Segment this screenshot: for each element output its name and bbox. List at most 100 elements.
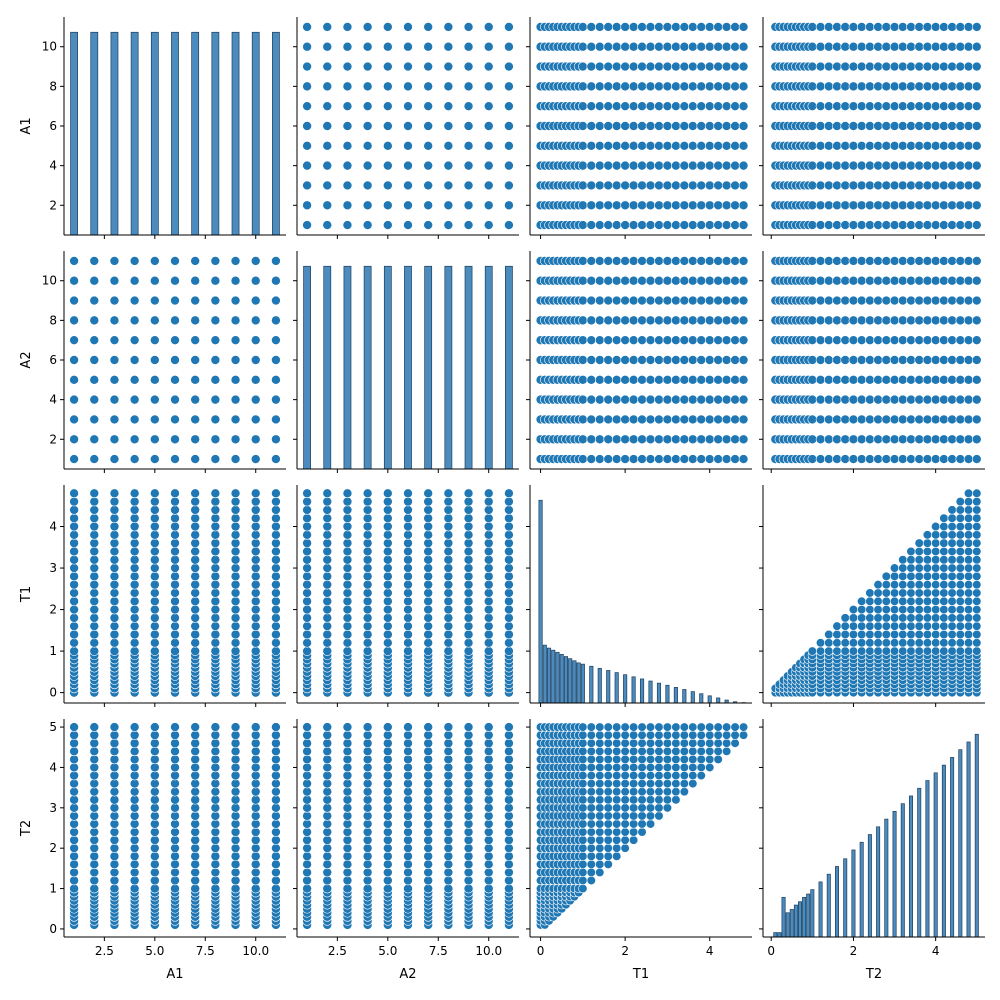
scatter-point <box>463 579 474 590</box>
scatter-point <box>190 637 200 648</box>
scatter-point <box>687 414 698 425</box>
scatter-point <box>210 521 221 532</box>
scatter-point <box>922 580 933 590</box>
scatter-point <box>865 596 875 606</box>
scatter-point <box>190 778 200 789</box>
scatter-point <box>881 454 892 464</box>
scatter-point <box>69 754 79 765</box>
scatter-point <box>322 859 333 870</box>
scatter-point <box>403 220 413 230</box>
scatter-point <box>963 546 974 557</box>
scatter-point <box>611 41 622 52</box>
scatter-point <box>383 786 393 797</box>
scatter-point <box>889 621 900 631</box>
scatter-point <box>873 41 883 52</box>
scatter-point <box>89 394 100 405</box>
scatter-point <box>271 730 281 740</box>
scatter-point <box>129 827 140 837</box>
scatter-point <box>210 546 221 557</box>
scatter-point <box>483 637 494 648</box>
scatter-point <box>443 794 454 805</box>
histogram-bar-t1 <box>656 682 662 704</box>
scatter-point <box>881 394 892 405</box>
scatter-point <box>423 621 433 631</box>
scatter-point <box>230 803 241 813</box>
scatter-point <box>848 434 859 445</box>
scatter-point <box>671 335 681 345</box>
scatter-point <box>914 375 925 385</box>
histogram-bar-t2 <box>810 889 815 938</box>
scatter-point <box>190 722 200 732</box>
scatter-point <box>595 746 605 756</box>
scatter-point <box>322 770 333 781</box>
scatter-point <box>897 220 908 230</box>
histogram-bar-t2 <box>909 795 913 938</box>
scatter-point <box>721 355 732 365</box>
scatter-point <box>637 220 647 230</box>
scatter-point <box>230 746 241 757</box>
scatter-point <box>637 803 647 813</box>
scatter-point <box>578 811 588 821</box>
scatter-point <box>594 22 605 32</box>
scatter-point <box>463 563 474 573</box>
scatter-point <box>738 101 749 111</box>
scatter-point <box>620 200 630 211</box>
scatter-point <box>889 160 900 171</box>
scatter-point <box>815 41 826 52</box>
scatter-point <box>832 629 842 640</box>
scatter-point <box>823 394 834 405</box>
scatter-point <box>443 730 454 740</box>
scatter-point <box>109 803 120 813</box>
scatter-point <box>620 220 630 230</box>
scatter-point <box>504 101 514 111</box>
scatter-point <box>271 256 281 266</box>
scatter-point <box>930 275 941 286</box>
scatter-point <box>129 754 140 765</box>
scatter-point <box>578 778 588 789</box>
scatter-point <box>129 394 140 405</box>
scatter-point <box>342 554 353 565</box>
scatter-point <box>109 621 120 631</box>
scatter-point <box>955 571 965 581</box>
scatter-point <box>671 738 681 748</box>
scatter-point <box>654 160 664 171</box>
scatter-point <box>603 843 613 853</box>
scatter-point <box>383 629 393 640</box>
scatter-point <box>578 851 588 861</box>
scatter-point <box>271 762 281 773</box>
scatter-point <box>611 256 622 266</box>
scatter-point <box>423 488 433 499</box>
scatter-point <box>403 41 413 52</box>
scatter-point <box>210 646 221 656</box>
scatter-point <box>271 843 281 853</box>
scatter-point <box>463 851 474 862</box>
histogram-bar-t1 <box>665 684 670 704</box>
scatter-point <box>722 738 732 748</box>
scatter-point <box>955 621 965 631</box>
scatter-point <box>322 803 333 813</box>
scatter-point <box>823 41 834 52</box>
scatter-point <box>654 101 664 111</box>
x-tick-label: 4 <box>932 944 940 958</box>
scatter-point <box>250 613 261 623</box>
scatter-point <box>586 220 597 230</box>
scatter-point <box>271 778 281 789</box>
y-axis-label-a1: A1 <box>19 117 34 134</box>
scatter-point <box>463 61 474 72</box>
scatter-point <box>594 275 605 286</box>
scatter-point <box>504 786 514 797</box>
scatter-point <box>271 554 281 565</box>
scatter-point <box>271 746 281 757</box>
scatter-point <box>645 335 656 345</box>
scatter-point <box>170 414 180 425</box>
scatter-point <box>483 220 494 230</box>
scatter-point <box>611 220 622 230</box>
scatter-point <box>423 220 433 230</box>
scatter-point <box>89 754 100 765</box>
scatter-point <box>679 295 690 306</box>
scatter-point <box>362 588 373 598</box>
scatter-point <box>947 521 957 532</box>
scatter-point <box>362 730 373 740</box>
x-tick-label: 2 <box>850 944 858 958</box>
